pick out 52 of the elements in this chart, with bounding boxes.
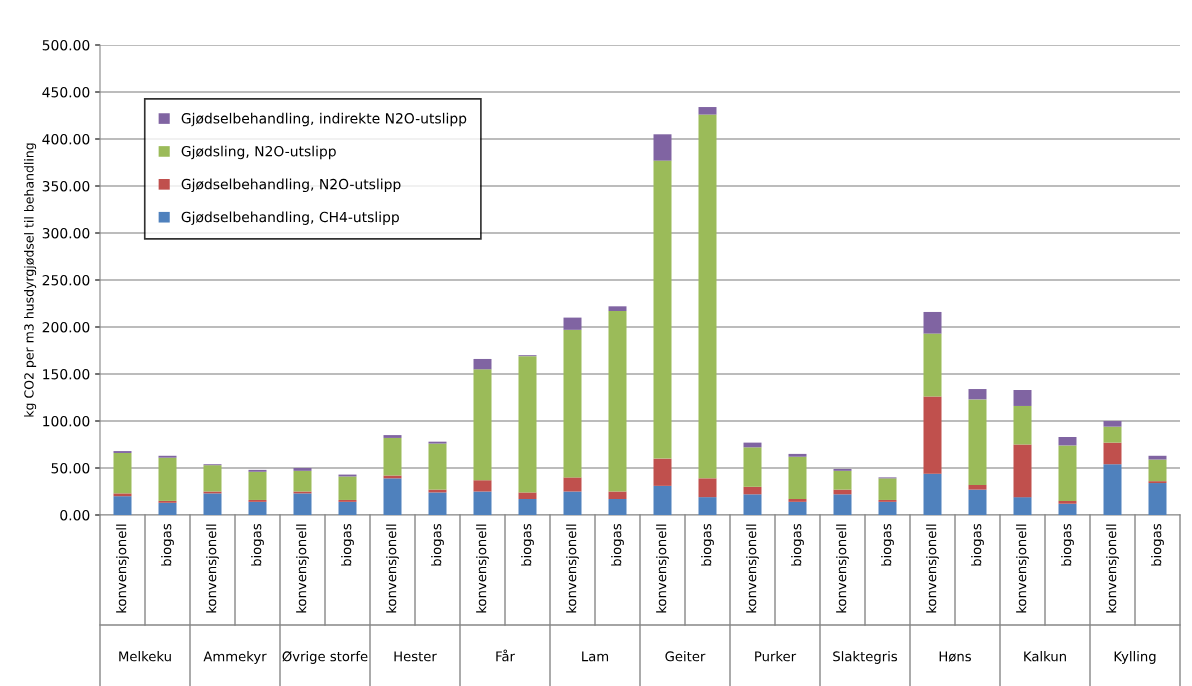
legend-label: Gjødselbehandling, N2O-utslipp — [181, 178, 401, 193]
x-tick-label: biogas — [431, 523, 444, 566]
x-tick-label: biogas — [161, 523, 174, 566]
x-tick-label: konvensjonell — [836, 524, 849, 613]
x-tick-label: biogas — [971, 523, 984, 566]
y-tick-label: 400.00 — [42, 133, 90, 145]
x-tick-label: biogas — [611, 523, 624, 566]
y-tick-label: 500.00 — [42, 39, 90, 51]
x-tick-label: konvensjonell — [1106, 524, 1119, 613]
text: Kylling — [1114, 651, 1156, 664]
text: Geiter — [665, 651, 706, 662]
y-axis-title: kg CO2 per m3 husdyrgjødsel til behandling — [24, 143, 37, 417]
x-tick-label: konvensjonell — [926, 524, 939, 613]
x-tick-label: biogas — [341, 523, 354, 566]
x-tick-label: konvensjonell — [746, 524, 759, 613]
legend-label: Gjødsling, N2O-utslipp — [181, 145, 336, 160]
y-tick-label: 50.00 — [51, 462, 90, 474]
x-tick-label: biogas — [251, 523, 264, 566]
x-tick-label: konvensjonell — [1016, 524, 1029, 613]
y-tick-label: 150.00 — [43, 368, 90, 380]
y-tick-label: 100.00 — [43, 415, 90, 427]
x-tick-label: biogas — [881, 523, 894, 566]
x-tick-label: biogas — [701, 523, 714, 566]
x-tick-label: konvensjonell — [386, 524, 399, 613]
x-tick-label: konvensjonell — [206, 524, 219, 613]
x-tick-label: biogas — [1151, 523, 1164, 566]
text: Øvrige storfe — [282, 651, 368, 664]
text: Melkeku — [119, 651, 171, 662]
x-tick-label: konvensjonell — [116, 524, 129, 613]
x-tick-label: biogas — [791, 523, 804, 566]
y-tick-label: 250.00 — [42, 274, 90, 286]
text: Høns — [939, 651, 971, 662]
text: Slaktegris — [833, 651, 898, 664]
text: Ammekyr — [203, 651, 267, 664]
x-tick-label: konvensjonell — [566, 524, 579, 613]
text: Kalkun — [1024, 651, 1066, 662]
legend-label: Gjødselbehandling, indirekte N2O-utslipp — [181, 112, 467, 127]
y-tick-label: 350.00 — [42, 180, 90, 192]
x-tick-label: konvensjonell — [296, 524, 309, 613]
y-tick-label: 200.00 — [42, 321, 90, 333]
text: Lam — [582, 651, 609, 662]
x-tick-label: biogas — [1061, 523, 1074, 566]
legend-label: Gjødselbehandling, CH4-utslipp — [181, 211, 399, 225]
x-tick-label: konvensjonell — [476, 524, 489, 613]
x-tick-label: biogas — [521, 523, 534, 566]
text: Hester — [394, 651, 437, 662]
y-tick-label: 0.00 — [60, 509, 90, 521]
y-tick-label: 300.00 — [42, 227, 90, 239]
x-tick-label: konvensjonell — [656, 524, 669, 613]
y-tick-label: 450.00 — [42, 86, 90, 98]
text: Purker — [755, 651, 797, 662]
text: Får — [496, 649, 515, 662]
